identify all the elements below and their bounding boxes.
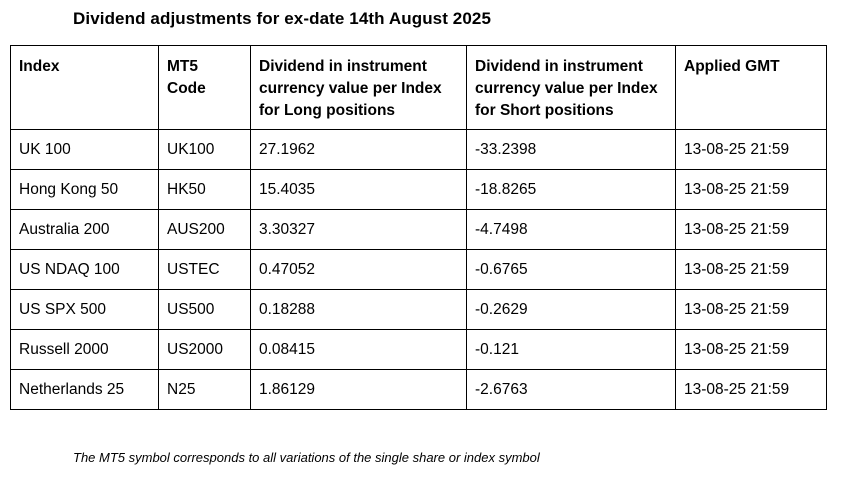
footnote: The MT5 symbol corresponds to all variat…	[73, 450, 540, 465]
cell-applied-gmt: 13-08-25 21:59	[675, 169, 827, 210]
header-short-line1: Dividend in instrument	[475, 58, 643, 75]
header-short-line2: currency value per Index	[475, 80, 658, 97]
cell-applied-gmt: 13-08-25 21:59	[675, 289, 827, 330]
cell-long-dividend: 0.08415	[250, 329, 467, 370]
cell-long-dividend: 0.18288	[250, 289, 467, 330]
cell-short-dividend: -33.2398	[466, 129, 676, 170]
dividend-table: Index MT5 Code Dividend in instrument cu…	[10, 45, 827, 410]
cell-short-dividend: -0.2629	[466, 289, 676, 330]
header-applied-gmt: Applied GMT	[675, 45, 827, 130]
cell-index: Hong Kong 50	[10, 169, 159, 210]
cell-long-dividend: 0.47052	[250, 249, 467, 290]
cell-applied-gmt: 13-08-25 21:59	[675, 329, 827, 370]
cell-mt5-code: N25	[158, 369, 251, 410]
table-row: Netherlands 25 N25 1.86129 -2.6763 13-08…	[10, 369, 827, 410]
cell-short-dividend: -0.121	[466, 329, 676, 370]
header-long-line2: currency value per Index	[259, 80, 442, 97]
cell-long-dividend: 3.30327	[250, 209, 467, 250]
header-mt5-code: MT5 Code	[158, 45, 251, 130]
header-index-text: Index	[19, 58, 60, 75]
cell-mt5-code: HK50	[158, 169, 251, 210]
cell-applied-gmt: 13-08-25 21:59	[675, 249, 827, 290]
cell-short-dividend: -18.8265	[466, 169, 676, 210]
cell-applied-gmt: 13-08-25 21:59	[675, 209, 827, 250]
cell-index: US NDAQ 100	[10, 249, 159, 290]
cell-long-dividend: 27.1962	[250, 129, 467, 170]
header-long-line1: Dividend in instrument	[259, 58, 427, 75]
header-index: Index	[10, 45, 159, 130]
header-applied-text: Applied GMT	[684, 58, 780, 75]
cell-mt5-code: US500	[158, 289, 251, 330]
header-long-dividend: Dividend in instrument currency value pe…	[250, 45, 467, 130]
header-long-line3: for Long positions	[259, 102, 396, 119]
header-mt5-line1: MT5	[167, 58, 198, 75]
table-row: US SPX 500 US500 0.18288 -0.2629 13-08-2…	[10, 289, 827, 330]
cell-mt5-code: USTEC	[158, 249, 251, 290]
cell-long-dividend: 1.86129	[250, 369, 467, 410]
header-short-dividend: Dividend in instrument currency value pe…	[466, 45, 676, 130]
table-header: Index MT5 Code Dividend in instrument cu…	[10, 45, 827, 130]
table-row: Australia 200 AUS200 3.30327 -4.7498 13-…	[10, 209, 827, 250]
cell-mt5-code: US2000	[158, 329, 251, 370]
header-mt5-line2: Code	[167, 80, 206, 97]
cell-long-dividend: 15.4035	[250, 169, 467, 210]
table-row: UK 100 UK100 27.1962 -33.2398 13-08-25 2…	[10, 129, 827, 170]
header-short-line3: for Short positions	[475, 102, 614, 119]
cell-index: Russell 2000	[10, 329, 159, 370]
cell-index: UK 100	[10, 129, 159, 170]
table-row: Hong Kong 50 HK50 15.4035 -18.8265 13-08…	[10, 169, 827, 210]
cell-applied-gmt: 13-08-25 21:59	[675, 129, 827, 170]
header-row: Index MT5 Code Dividend in instrument cu…	[10, 45, 827, 130]
cell-mt5-code: UK100	[158, 129, 251, 170]
cell-index: Netherlands 25	[10, 369, 159, 410]
cell-short-dividend: -2.6763	[466, 369, 676, 410]
cell-applied-gmt: 13-08-25 21:59	[675, 369, 827, 410]
table-row: US NDAQ 100 USTEC 0.47052 -0.6765 13-08-…	[10, 249, 827, 290]
page-title: Dividend adjustments for ex-date 14th Au…	[73, 9, 492, 28]
cell-index: Australia 200	[10, 209, 159, 250]
cell-short-dividend: -4.7498	[466, 209, 676, 250]
table-row: Russell 2000 US2000 0.08415 -0.121 13-08…	[10, 329, 827, 370]
cell-short-dividend: -0.6765	[466, 249, 676, 290]
cell-index: US SPX 500	[10, 289, 159, 330]
table-body: UK 100 UK100 27.1962 -33.2398 13-08-25 2…	[10, 129, 827, 410]
cell-mt5-code: AUS200	[158, 209, 251, 250]
